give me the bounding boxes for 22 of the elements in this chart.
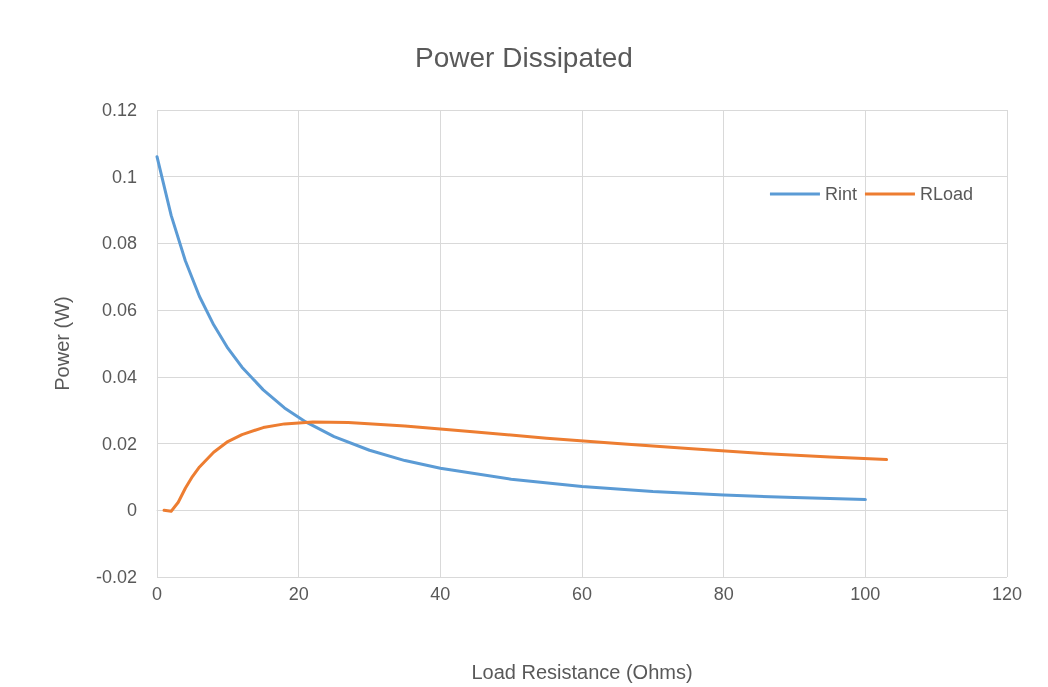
legend-label: RLoad [919, 184, 973, 204]
y-tick-label: 0.1 [111, 166, 137, 187]
x-tick-label: 120 [991, 584, 1023, 604]
y-tick-label: 0.06 [101, 300, 137, 321]
y-tick-label: 0.08 [101, 233, 137, 254]
x-tick-label: 40 [430, 584, 451, 604]
line-series [155, 155, 867, 502]
line-series [162, 420, 889, 513]
x-tick-label: 80 [713, 584, 734, 604]
x-tick-label: 60 [571, 584, 593, 604]
legend-label: Rint [824, 184, 857, 204]
x-axis-title: Load Resistance (Ohms) [471, 661, 693, 683]
chart-title: Power Dissipated [415, 41, 633, 73]
x-tick-label: 0 [151, 584, 163, 604]
y-axis-title: Power (W) [51, 296, 73, 391]
y-tick-label: -0.02 [95, 567, 137, 587]
y-tick-label: 0.04 [101, 366, 137, 387]
x-tick-label: 100 [850, 584, 881, 604]
y-tick-label: 0 [126, 500, 137, 521]
y-tick-label: 0.02 [101, 433, 137, 454]
y-tick-label: 0.12 [101, 100, 137, 120]
x-tick-label: 20 [288, 584, 309, 604]
